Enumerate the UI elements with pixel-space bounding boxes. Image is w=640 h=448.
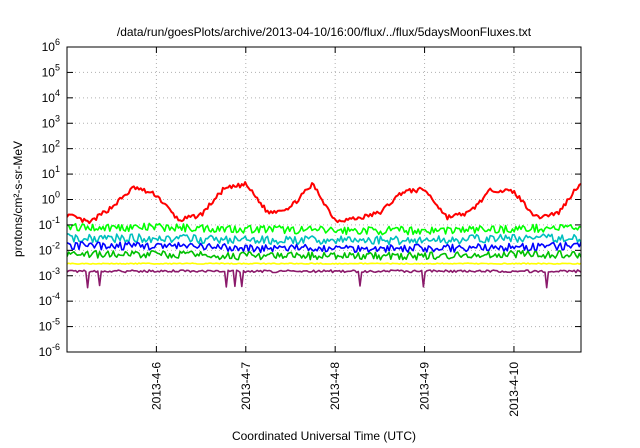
y-tick-label: 106 (42, 37, 60, 54)
y-tick-label: 10-5 (39, 317, 60, 334)
x-axis: 2013-4-6 2013-4-7 2013-4-8 2013-4-9 2013-4-1… (149, 47, 521, 417)
series-line-4 (67, 249, 581, 261)
y-tick-label: 10-2 (39, 240, 60, 257)
chart-title: /data/run/goesPlots/archive/2013-04-10/1… (117, 25, 532, 39)
y-axis-label: protons/cm²-s-sr-MeV (11, 141, 25, 257)
y-tick-label: 10-4 (39, 291, 60, 308)
y-tick-label: 105 (42, 62, 60, 79)
series-line-5 (67, 262, 581, 265)
series-line-1 (67, 222, 581, 236)
y-tick-label: 102 (42, 139, 60, 156)
y-tick-label: 10-3 (39, 266, 60, 283)
series-line-0 (67, 181, 581, 225)
y-tick-label: 104 (42, 88, 60, 105)
x-tick-label: 2013-4-6 (149, 362, 163, 410)
x-tick-label: 2013-4-7 (239, 362, 253, 410)
y-tick-label: 101 (42, 164, 60, 181)
series-line-6 (67, 269, 581, 289)
x-tick-label: 2013-4-8 (328, 362, 342, 410)
y-tick-label: 10-1 (39, 215, 60, 232)
grid (67, 47, 581, 352)
x-tick-label: 2013-4-9 (418, 362, 432, 410)
y-axis: 10-6 10-5 10-4 10-3 10-2 10-1 100 101 102 103 104 1… (39, 37, 581, 359)
x-tick-label: 2013-4-10 (507, 362, 521, 417)
series-line-2 (67, 233, 581, 246)
y-tick-label: 103 (42, 113, 60, 130)
x-axis-label: Coordinated Universal Time (UTC) (232, 429, 416, 443)
y-tick-label: 10-6 (39, 342, 60, 359)
series-line-3 (67, 241, 581, 254)
series-group (67, 181, 581, 289)
y-tick-label: 100 (42, 190, 60, 207)
